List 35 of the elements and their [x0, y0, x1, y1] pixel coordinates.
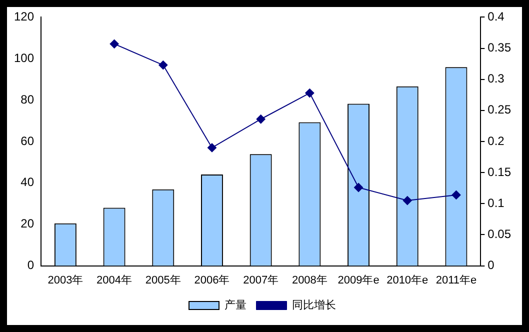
y-tick-label: 0 [27, 258, 34, 272]
point [354, 182, 364, 192]
point [110, 39, 119, 48]
y2-tick-label: 0.05 [488, 227, 512, 242]
point [256, 114, 266, 124]
x-tick-label: 2003年 [48, 274, 84, 286]
y2-tick-label: 0 [488, 258, 495, 272]
y-tick-label: 100 [14, 50, 34, 65]
legend-label: 产量 [224, 298, 246, 312]
y-tick-label: 40 [20, 175, 34, 190]
x-tick-label: 2005年 [145, 274, 181, 286]
y2-tick-label: 0.1 [488, 196, 505, 210]
legend-label: 同比增长 [292, 298, 336, 312]
y2-tick-label: 0.2 [488, 134, 505, 148]
y2-tick-label: 0.15 [488, 164, 512, 179]
x-tick-label: 2009年e [338, 274, 380, 286]
y-tick-label: 60 [20, 134, 34, 148]
point [305, 88, 314, 98]
x-tick-label: 2008年 [292, 274, 328, 286]
point [207, 143, 216, 152]
y2-tick-label: 0.3 [488, 72, 505, 86]
y-tick-label: 80 [20, 92, 34, 106]
x-tick-label: 2011年e [436, 274, 477, 286]
x-tick-label: 2004年 [96, 274, 132, 286]
y2-tick-label: 0.4 [488, 10, 505, 24]
y-tick-label: 120 [14, 10, 34, 24]
y2-tick-label: 0.25 [488, 102, 512, 117]
x-tick-label: 2006年 [194, 274, 230, 286]
y2-tick-label: 0.35 [488, 40, 512, 55]
point [158, 60, 168, 70]
point [452, 190, 461, 200]
point [402, 196, 412, 206]
y-tick-label: 20 [20, 216, 34, 231]
x-tick-label: 2007年 [243, 274, 279, 286]
x-tick-label: 2010年e [386, 274, 428, 286]
